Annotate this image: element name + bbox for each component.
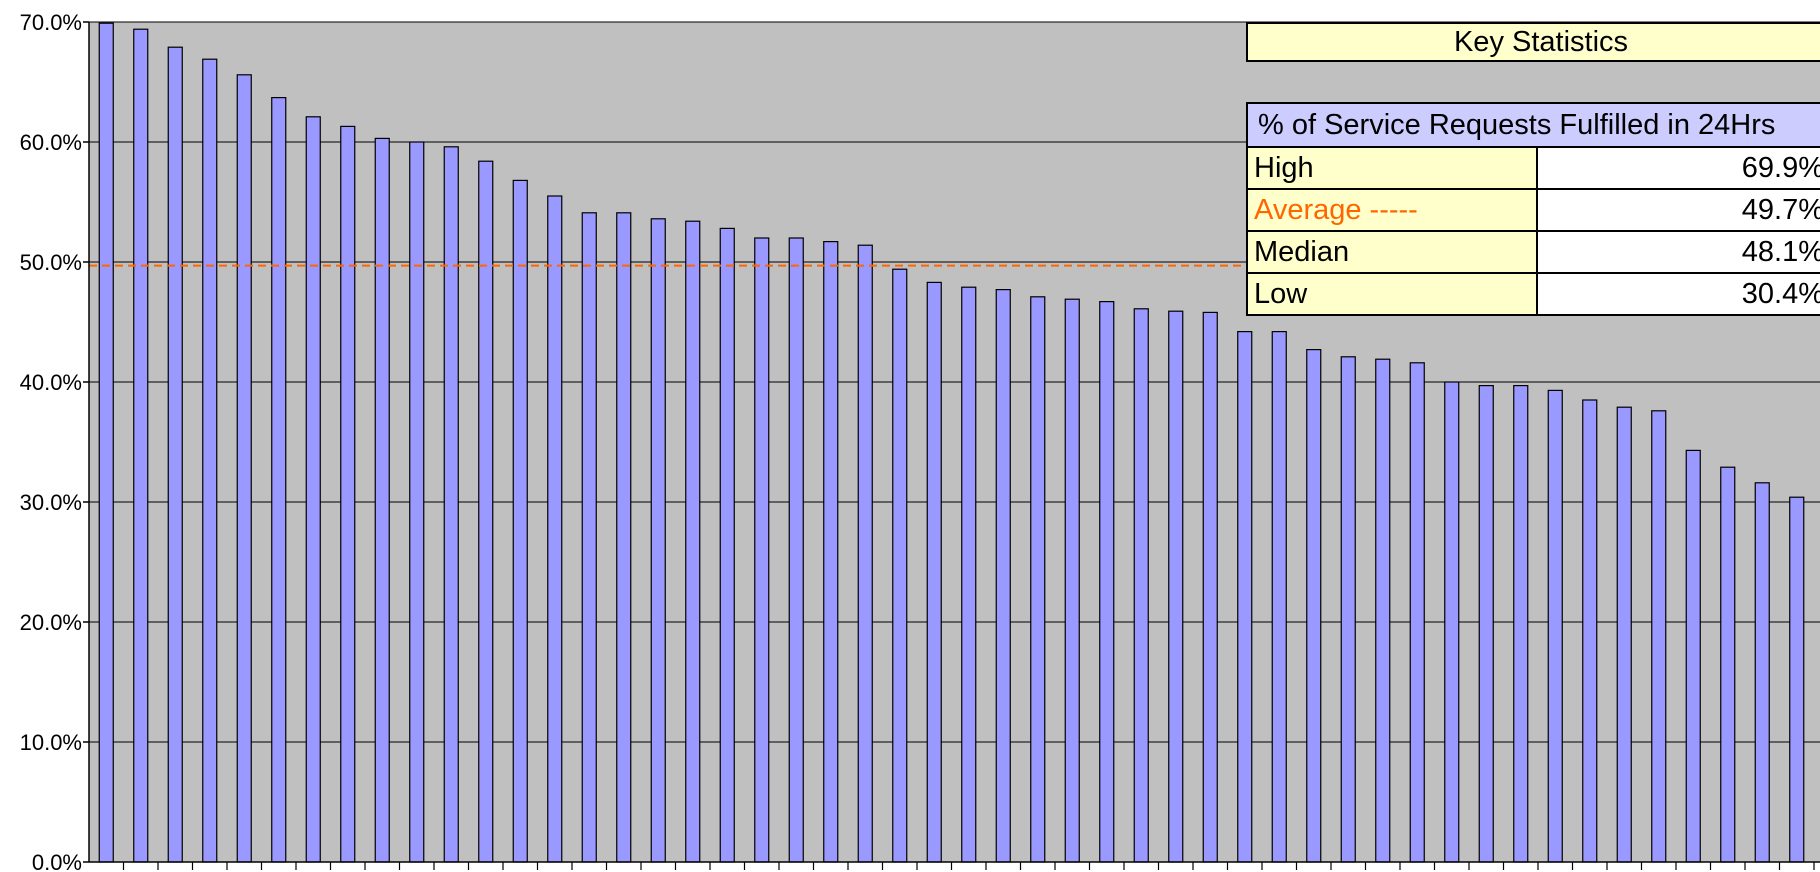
- bar: [1375, 358, 1391, 863]
- bar: [1478, 385, 1494, 863]
- stats-row-average: Average ----- 49.7%: [1248, 190, 1820, 232]
- bar: [788, 237, 804, 863]
- y-tick-label: 30.0%: [20, 490, 82, 515]
- bar: [1685, 449, 1701, 863]
- bar: [823, 241, 839, 863]
- bar: [581, 212, 597, 863]
- bar: [547, 195, 563, 863]
- bar: [685, 220, 701, 863]
- stats-table-header: % of Service Requests Fulfilled in 24Hrs: [1248, 104, 1820, 148]
- stats-label-low: Low: [1248, 274, 1538, 314]
- stats-value-average: 49.7%: [1538, 190, 1820, 230]
- key-statistics-table: % of Service Requests Fulfilled in 24Hrs…: [1246, 102, 1820, 316]
- bar: [1168, 310, 1184, 863]
- bar: [961, 286, 977, 863]
- bar: [892, 268, 908, 863]
- y-axis-tick-labels: 0.0% 10.0% 20.0% 30.0% 40.0% 50.0% 60.0% 70.0%: [20, 10, 82, 872]
- stats-value-high: 69.9%: [1538, 148, 1820, 188]
- bar: [995, 289, 1011, 863]
- bar: [1133, 308, 1149, 863]
- bar: [1306, 349, 1322, 863]
- stats-label-high: High: [1248, 148, 1538, 188]
- bar: [271, 96, 287, 863]
- stats-row-low: Low 30.4%: [1248, 274, 1820, 314]
- y-tick-label: 10.0%: [20, 730, 82, 755]
- stats-value-low: 30.4%: [1538, 274, 1820, 314]
- bar: [167, 46, 183, 863]
- bar: [236, 74, 252, 863]
- bar: [512, 179, 528, 863]
- bar: [1444, 381, 1460, 863]
- stats-row-high: High 69.9%: [1248, 148, 1820, 190]
- y-tick-label: 40.0%: [20, 370, 82, 395]
- stats-label-median: Median: [1248, 232, 1538, 272]
- stats-label-average: Average -----: [1248, 190, 1538, 230]
- bar: [1547, 389, 1563, 863]
- bar: [1409, 362, 1425, 863]
- y-tick-label: 70.0%: [20, 10, 82, 35]
- x-axis-ticks: [89, 861, 1820, 870]
- stats-row-median: Median 48.1%: [1248, 232, 1820, 274]
- stats-value-median: 48.1%: [1538, 232, 1820, 272]
- bar: [1651, 410, 1667, 863]
- bar: [857, 244, 873, 863]
- bar: [1789, 496, 1805, 863]
- bar: [1720, 466, 1736, 863]
- bar: [1582, 399, 1598, 863]
- bar: [1340, 356, 1356, 863]
- bar: [409, 141, 425, 863]
- bar: [1237, 331, 1253, 863]
- y-tick-label: 60.0%: [20, 130, 82, 155]
- y-tick-label: 20.0%: [20, 610, 82, 635]
- bar: [133, 28, 149, 863]
- key-statistics-title: Key Statistics: [1246, 22, 1820, 62]
- bar: [1064, 298, 1080, 863]
- bar: [305, 116, 321, 863]
- bar: [650, 218, 666, 863]
- bar: [926, 281, 942, 863]
- bar: [340, 125, 356, 863]
- bar: [1202, 311, 1218, 863]
- bar: [1271, 331, 1287, 863]
- bars: [98, 22, 1805, 863]
- bar: [754, 237, 770, 863]
- bar: [719, 227, 735, 863]
- bar: [98, 22, 114, 863]
- bar: [374, 137, 390, 863]
- bar: [616, 212, 632, 863]
- bar: [1030, 296, 1046, 863]
- bar: [1099, 301, 1115, 863]
- bar: [443, 146, 459, 863]
- y-tick-label: 50.0%: [20, 250, 82, 275]
- bar: [1754, 482, 1770, 863]
- bar: [202, 58, 218, 863]
- bar: [1513, 385, 1529, 863]
- y-tick-label: 0.0%: [32, 850, 82, 872]
- bar: [1616, 406, 1632, 863]
